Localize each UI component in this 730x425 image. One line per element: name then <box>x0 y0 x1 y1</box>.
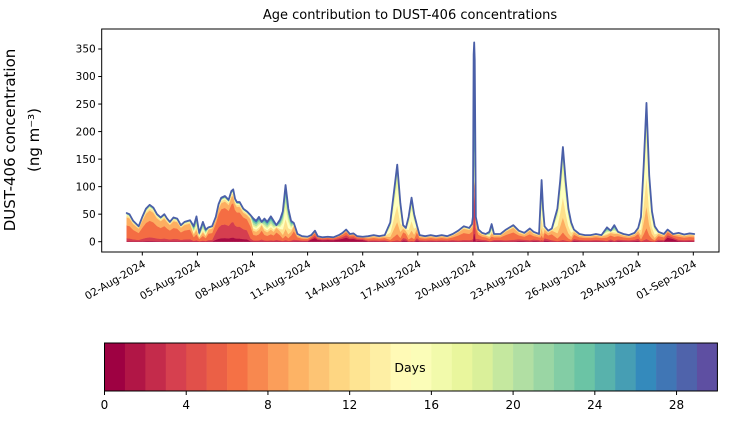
y-tick-label: 250 <box>76 99 96 111</box>
x-tick-label: 14-Aug-2024 <box>303 258 368 303</box>
y-tick-label: 100 <box>76 181 96 193</box>
colorbar-tick-label: 28 <box>669 398 684 412</box>
x-tick-label: 23-Aug-2024 <box>469 258 534 303</box>
y-tick-label: 350 <box>76 44 96 56</box>
x-tick-label: 20-Aug-2024 <box>414 258 479 303</box>
colorbar-cell <box>594 343 616 391</box>
colorbar-cell <box>492 343 514 391</box>
colorbar-cell <box>165 343 187 391</box>
colorbar-cell <box>410 343 432 391</box>
x-tick-label: 08-Aug-2024 <box>193 258 258 303</box>
colorbar-tick-label: 20 <box>505 398 520 412</box>
axes-frame <box>101 28 720 253</box>
colorbar-cell <box>431 343 453 391</box>
colorbar-cell <box>676 343 698 391</box>
colorbar-cell <box>349 343 371 391</box>
y-tick-label: 200 <box>76 126 96 138</box>
x-tick-label: 17-Aug-2024 <box>358 258 423 303</box>
y-tick-label: 150 <box>76 154 96 166</box>
colorbar-tick-label: 8 <box>264 398 272 412</box>
colorbar-cell <box>451 343 473 391</box>
y-tick-label: 300 <box>76 71 96 83</box>
colorbar-cell <box>288 343 310 391</box>
colorbar-cell <box>553 343 575 391</box>
colorbar-cell <box>206 343 228 391</box>
colorbar-cell <box>615 343 636 391</box>
age-band-area <box>126 136 695 238</box>
colorbar-cell <box>574 343 596 391</box>
colorbar-cell <box>186 343 207 391</box>
colorbar-cell <box>656 343 677 391</box>
colorbar-tick-label: 4 <box>182 398 190 412</box>
colorbar-cell <box>227 343 248 391</box>
x-tick-label: 05-Aug-2024 <box>138 258 203 303</box>
colorbar-cell <box>533 343 555 391</box>
colorbar-cell <box>124 343 146 391</box>
y-tick-label: 50 <box>82 209 95 221</box>
colorbar-tick-label: 12 <box>342 398 357 412</box>
colorbar-cell <box>472 343 493 391</box>
total-concentration-line <box>125 41 696 239</box>
y-axis-label-line2: (ng m⁻³) <box>25 108 43 172</box>
colorbar-cell <box>635 343 657 391</box>
colorbar-cell <box>329 343 350 391</box>
colorbar-cell <box>390 343 412 391</box>
x-tick-label: 29-Aug-2024 <box>579 258 644 303</box>
colorbar-label: Days <box>394 360 425 375</box>
colorbar-cell <box>370 343 391 391</box>
colorbar-cell <box>145 343 167 391</box>
colorbar-cell <box>247 343 269 391</box>
colorbar-frame <box>104 342 718 392</box>
x-tick-label: 11-Aug-2024 <box>248 258 313 303</box>
x-tick-label: 02-Aug-2024 <box>83 258 148 303</box>
colorbar-cell <box>267 343 289 391</box>
plot-area: 0 50 100 150 200 250 300 350 02-Aug-202405-Aug-2… <box>76 28 720 303</box>
colorbar-cell <box>513 343 534 391</box>
colorbar-cell <box>696 343 718 391</box>
x-tick-label: 26-Aug-2024 <box>524 258 589 303</box>
y-axis-label-line1: DUST-406 concentration <box>1 49 19 232</box>
colorbar-cell <box>104 343 126 391</box>
colorbar-tick-label: 0 <box>101 398 109 412</box>
x-tick-label: 01-Sep-2024 <box>634 258 699 302</box>
colorbar: 0 4 8 12 16 20 24 28 <box>101 342 718 412</box>
colorbar-cell <box>308 343 330 391</box>
y-tick-label: 0 <box>89 236 96 248</box>
colorbar-tick-label: 24 <box>587 398 602 412</box>
chart-title: Age contribution to DUST-406 concentrati… <box>263 8 558 23</box>
colorbar-tick-label: 16 <box>424 398 439 412</box>
